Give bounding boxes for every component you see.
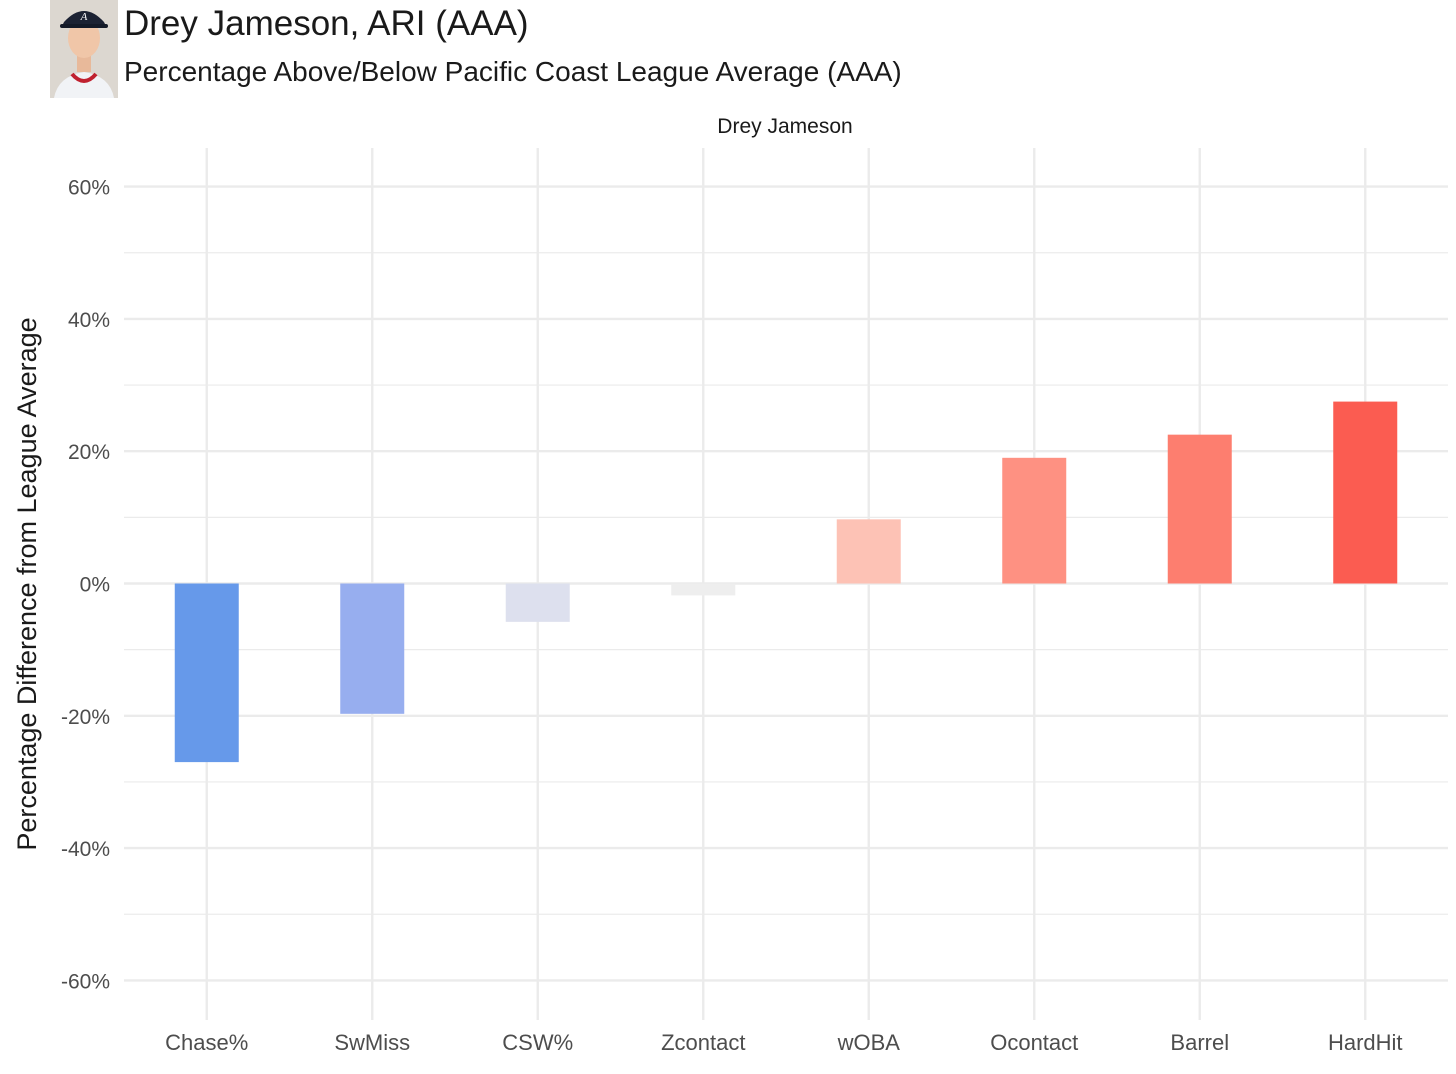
svg-text:A: A — [80, 11, 88, 23]
y-tick-label: 0% — [80, 574, 110, 597]
y-tick-label: 40% — [68, 309, 110, 332]
x-tick-label: CSW% — [502, 1030, 573, 1055]
bar-barrel — [1167, 434, 1232, 584]
bars — [174, 401, 1398, 763]
facet-label: Drey Jameson — [717, 115, 852, 138]
y-tick-label: 20% — [68, 441, 110, 464]
y-tick-label: 60% — [68, 177, 110, 200]
y-tick-label: -60% — [61, 970, 110, 993]
chart-title: Drey Jameson, ARI (AAA) — [124, 4, 529, 43]
bar-chase — [174, 583, 239, 763]
x-tick-label: SwMiss — [334, 1030, 410, 1055]
y-tick-label: -20% — [61, 706, 110, 729]
chart-subtitle: Percentage Above/Below Pacific Coast Lea… — [124, 56, 902, 87]
x-tick-label: Zcontact — [661, 1030, 745, 1055]
y-axis: -60% -40% -20% 0% 20% 40% 60% — [61, 177, 110, 994]
bar-ocontact — [1002, 457, 1067, 584]
y-axis-label: Percentage Difference from League Averag… — [12, 317, 42, 850]
x-tick-label: Ocontact — [990, 1030, 1078, 1055]
bar-swmiss — [340, 583, 405, 714]
y-tick-label: -40% — [61, 838, 110, 861]
bar-csw — [505, 583, 570, 622]
grid — [124, 148, 1448, 1020]
bar-hardhit — [1333, 401, 1398, 584]
x-tick-label: Chase% — [165, 1030, 248, 1055]
bar-woba — [836, 519, 901, 584]
x-tick-label: Barrel — [1170, 1030, 1229, 1055]
x-tick-label: wOBA — [837, 1030, 901, 1055]
x-tick-label: HardHit — [1328, 1030, 1403, 1055]
bar-zcontact — [671, 583, 736, 596]
x-axis: Chase% SwMiss CSW% Zcontact wOBA Ocontact Barr… — [165, 1030, 1402, 1055]
player-headshot: A — [50, 0, 118, 98]
